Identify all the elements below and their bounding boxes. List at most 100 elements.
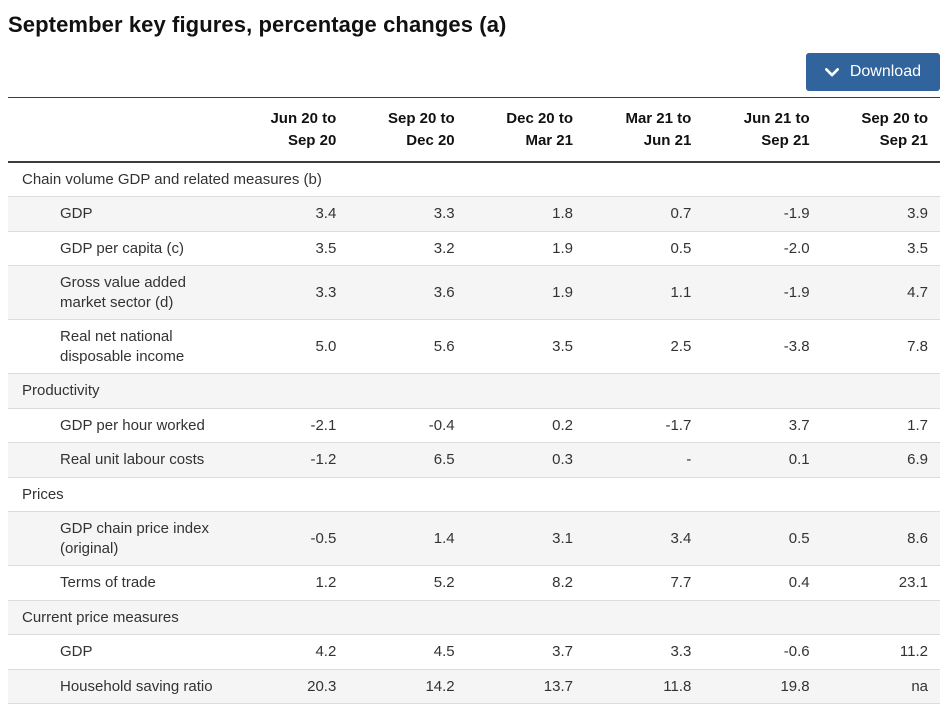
page-title: September key figures, percentage change…: [8, 12, 507, 37]
download-button-label: Download: [849, 63, 921, 80]
row-label: GDP chain price index (original): [8, 511, 230, 566]
cell-value: 2.5: [584, 319, 704, 374]
column-header-line: Dec 20: [406, 131, 455, 149]
cell-value: 1.2: [230, 565, 349, 601]
table-row: GDP 3.4 3.3 1.8 0.7 -1.9 3.9: [8, 196, 940, 232]
column-header-line: Mar 21 to: [625, 110, 692, 127]
column-header: Mar 21 to Jun 21: [584, 97, 704, 163]
cell-value: 0.2: [466, 408, 585, 443]
column-header-line: Sep 21: [879, 131, 928, 149]
column-header-line: Sep 20 to: [387, 110, 455, 127]
cell-value: -0.5: [230, 511, 349, 566]
row-label: GDP per hour worked: [8, 408, 230, 443]
column-header: Sep 20 to Sep 21: [821, 97, 940, 163]
cell-value: 0.4: [703, 565, 822, 601]
table-row: Real net national disposable income 5.0 …: [8, 319, 940, 374]
cell-value: 7.7: [584, 565, 704, 601]
cell-value: 3.5: [466, 319, 585, 374]
cell-value: 3.7: [466, 634, 585, 670]
cell-value: -0.6: [703, 634, 822, 670]
table-row: Real unit labour costs -1.2 6.5 0.3 - 0.…: [8, 442, 940, 478]
row-label: Household saving ratio: [8, 669, 230, 704]
cell-value: 5.6: [348, 319, 467, 374]
section-label: Prices: [8, 477, 940, 512]
download-button[interactable]: Download: [805, 53, 940, 91]
column-header: Dec 20 to Mar 21: [466, 97, 585, 163]
section-label: Current price measures: [8, 600, 940, 635]
cell-value: 4.5: [348, 634, 467, 670]
column-header-line: Sep 21: [761, 131, 810, 149]
table-row: GDP per hour worked -2.1 -0.4 0.2 -1.7 3…: [8, 408, 940, 443]
cell-value: 7.8: [821, 319, 940, 374]
column-header-line: Jun 21: [643, 131, 692, 149]
cell-value: 3.5: [230, 231, 349, 266]
row-label: Real net national disposable income: [8, 319, 230, 374]
section-label: Chain volume GDP and related measures (b…: [8, 161, 940, 197]
cell-value: 3.4: [230, 196, 349, 232]
cell-value: -2.0: [703, 231, 822, 266]
cell-value: 3.4: [584, 511, 704, 566]
row-label: GDP: [8, 634, 230, 670]
table-header: Jun 20 to Sep 20 Sep 20 to Dec 20 Dec 20…: [8, 97, 940, 163]
table-row: GDP 4.2 4.5 3.7 3.3 -0.6 11.2: [8, 634, 940, 670]
cell-value: 3.3: [348, 196, 467, 232]
cell-value: 19.8: [703, 669, 822, 704]
section-row: Chain volume GDP and related measures (b…: [8, 161, 940, 197]
cell-value: 4.2: [230, 634, 349, 670]
cell-value: na: [821, 669, 940, 704]
row-label: Real unit labour costs: [8, 442, 230, 478]
cell-value: -2.1: [230, 408, 349, 443]
cell-value: 23.1: [821, 565, 940, 601]
section-row: Current price measures: [8, 600, 940, 635]
row-label: Terms of trade: [8, 565, 230, 601]
cell-value: 0.3: [466, 442, 585, 478]
cell-value: 5.2: [348, 565, 467, 601]
table-row: Household saving ratio 20.3 14.2 13.7 11…: [8, 669, 940, 704]
column-header: Sep 20 to Dec 20: [348, 97, 467, 163]
cell-value: 0.5: [703, 511, 822, 566]
row-label: Gross value added market sector (d): [8, 265, 230, 320]
cell-value: 1.9: [466, 231, 585, 266]
column-header-line: Jun 20 to: [270, 110, 337, 127]
column-header: Jun 21 to Sep 21: [703, 97, 822, 163]
cell-value: 3.3: [584, 634, 704, 670]
row-label: GDP: [8, 196, 230, 232]
column-header: Jun 20 to Sep 20: [230, 97, 349, 163]
cell-value: -3.8: [703, 319, 822, 374]
column-header-line: Mar 21: [525, 131, 573, 149]
chevron-down-icon: [824, 67, 839, 77]
cell-value: 3.2: [348, 231, 467, 266]
column-header-line: Sep 20 to: [861, 110, 928, 127]
cell-value: -: [584, 442, 704, 478]
cell-value: 20.3: [230, 669, 349, 704]
column-header-line: Dec 20 to: [506, 110, 573, 127]
cell-value: 1.7: [821, 408, 940, 443]
cell-value: -1.7: [584, 408, 704, 443]
table-row: GDP chain price index (original) -0.5 1.…: [8, 511, 940, 566]
table-body: Chain volume GDP and related measures (b…: [8, 161, 940, 704]
cell-value: -0.4: [348, 408, 467, 443]
key-figures-table: Jun 20 to Sep 20 Sep 20 to Dec 20 Dec 20…: [8, 97, 940, 704]
cell-value: 11.8: [584, 669, 704, 704]
cell-value: 14.2: [348, 669, 467, 704]
cell-value: 11.2: [821, 634, 940, 670]
cell-value: 1.9: [466, 265, 585, 320]
cell-value: 0.1: [703, 442, 822, 478]
section-row: Productivity: [8, 373, 940, 409]
cell-value: 3.6: [348, 265, 467, 320]
cell-value: 0.7: [584, 196, 704, 232]
cell-value: -1.2: [230, 442, 349, 478]
cell-value: 8.2: [466, 565, 585, 601]
cell-value: 3.3: [230, 265, 349, 320]
column-header-line: Sep 20: [287, 131, 337, 149]
cell-value: 13.7: [466, 669, 585, 704]
cell-value: 5.0: [230, 319, 349, 374]
cell-value: 1.1: [584, 265, 704, 320]
table-row: GDP per capita (c) 3.5 3.2 1.9 0.5 -2.0 …: [8, 231, 940, 266]
cell-value: 3.9: [821, 196, 940, 232]
row-label: GDP per capita (c): [8, 231, 230, 266]
cell-value: 6.5: [348, 442, 467, 478]
cell-value: 8.6: [821, 511, 940, 566]
cell-value: 3.7: [703, 408, 822, 443]
cell-value: 3.5: [821, 231, 940, 266]
